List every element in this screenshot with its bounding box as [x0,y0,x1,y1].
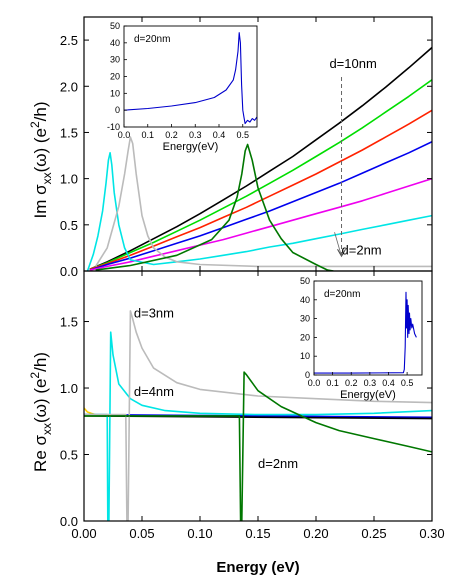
re-sigma-panel: 0.00.51.01.50.00 0.05 0.10 0.15 0.20 0.25 0.30… [60,270,445,541]
annotation-d4nm: d=4nm [134,384,174,399]
bottom-inset-xtick-label-1: 0.1 [326,378,339,388]
top-inset-background [124,26,257,127]
bottom-inset-label: d=20nm [324,289,360,300]
bottom-series-line-1 [84,413,432,419]
top-inset-xtick-label-3: 0.3 [189,130,202,140]
top-series-line-2 [89,109,432,270]
x-axis-label: Energy (eV) [216,559,299,576]
top-series-line-5 [86,152,432,271]
top-inset-xtick-label-5: 0.5 [236,130,249,140]
top-ytick-label-1: 0.5 [60,218,78,233]
annotation-d10nm: d=10nm [329,56,376,71]
top-inset-label: d=20nm [134,34,170,45]
bottom-ytick-label-2: 1.0 [60,381,78,396]
bottom-inset-background [314,281,422,375]
bottom-series-group [84,310,432,521]
bottom-inset-x-axis-label: Energy(eV) [340,389,396,401]
top-ytick-label-5: 2.5 [60,33,78,48]
im-sigma-panel: 0.0 0.5 1.0 1.5 2.0 2.5 d=10nm d=2nm -10 0 10 20 30 4… [60,16,433,279]
top-series-line-4 [89,177,432,271]
top-inset-ytick-label-6: 50 [110,21,120,31]
top-inset-xtick-label-2: 0.2 [165,130,178,140]
top-ytick-label-4: 2.0 [60,79,78,94]
top-inset-xtick-label-0: 0.0 [118,130,131,140]
top-inset-ytick-label-3: 20 [110,72,120,82]
bottom-xtick-label-1: 0.05 [129,526,154,541]
top-series-group [86,46,432,271]
labels-layer: Im σxx(ω) (e2/h) Re σxx(ω) (e2/h) Energy… [28,101,300,576]
top-inset-ytick-label-0: -10 [107,122,120,132]
bottom-inset-frame [313,280,423,376]
bottom-inset-xtick-label-4: 0.4 [382,378,395,388]
top-inset-x-axis-label: Energy(eV) [163,141,219,153]
top-inset-xtick-label-4: 0.4 [213,130,226,140]
top-inset-ytick-label-5: 40 [110,38,120,48]
bottom-xtick-label-4: 0.20 [303,526,328,541]
top-inset-xtick-label-1: 0.1 [141,130,154,140]
top-y-axis-label: Im σxx(ω) (e2/h) [28,101,54,218]
bottom-xtick-label-6: 0.30 [419,526,444,541]
bottom-y-axis-label: Re σxx(ω) (e2/h) [28,352,54,472]
bottom-inset-ytick-label-2: 20 [300,332,310,342]
annotation-d3nm: d=3nm [134,306,174,321]
top-series-line-7 [95,143,334,271]
annotation-d2nm-top: d=2nm [342,242,382,257]
annotation-d2nm-bottom: d=2nm [258,456,298,471]
top-arrow-slash [334,232,342,257]
top-ytick-label-0: 0.0 [60,264,78,279]
top-series-line-0 [89,46,432,270]
top-ytick-label-3: 1.5 [60,125,78,140]
bottom-ytick-label-0: 0.0 [60,514,78,529]
bottom-series-line-0 [84,407,96,416]
bottom-inset-ytick-label-4: 40 [300,295,310,305]
top-series-line-3 [89,140,432,271]
bottom-ytick-label-1: 0.5 [60,448,78,463]
bottom-inset-xtick-label-5: 0.5 [401,378,414,388]
bottom-xtick-label-2: 0.10 [187,526,212,541]
bottom-frame [83,270,433,522]
bottom-inset-ytick-label-1: 10 [300,351,310,361]
bottom-ytick-label-3: 1.5 [60,315,78,330]
bottom-xtick-label-5: 0.25 [361,526,386,541]
top-inset-ytick-label-4: 30 [110,55,120,65]
bottom-inset-series-line-0 [314,291,417,374]
bottom-series-line-3 [84,331,432,521]
bottom-inset-ytick-label-0: 0 [305,370,310,380]
top-inset-ytick-label-1: 0 [115,105,120,115]
bottom-xtick-label-0: 0.00 [71,526,96,541]
bottom-series-line-5 [84,371,432,521]
bottom-series-line-4 [84,310,432,521]
bottom-inset-xtick-label-3: 0.3 [364,378,377,388]
top-inset-series-line-0 [123,32,258,125]
top-series-line-6 [94,136,432,268]
top-inset-frame [123,25,258,128]
top-ytick-label-2: 1.0 [60,172,78,187]
bottom-inset-xtick-label-2: 0.2 [345,378,358,388]
bottom-inset-ytick-label-5: 50 [300,276,310,286]
bottom-inset-ytick-label-3: 30 [300,314,310,324]
bottom-xtick-label-3: 0.15 [245,526,270,541]
bottom-inset-xtick-label-0: 0.0 [308,378,321,388]
top-inset-ytick-label-2: 10 [110,88,120,98]
